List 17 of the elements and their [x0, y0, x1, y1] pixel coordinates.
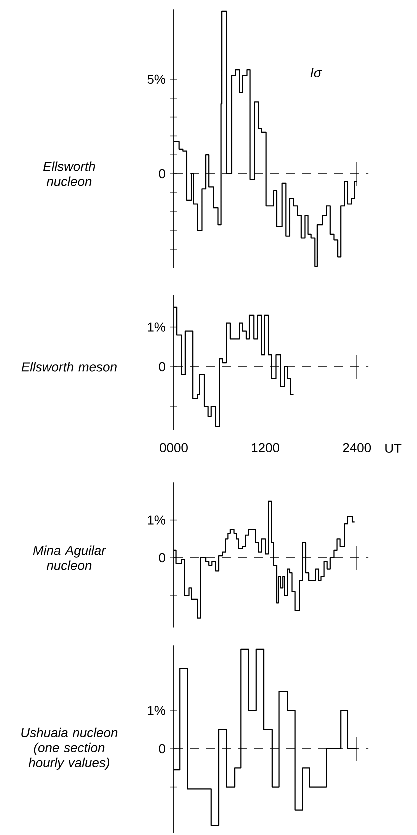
y-axis-title: Ellsworth nucleon	[44, 162, 96, 186]
y-tick-label: 1%	[148, 706, 166, 716]
y-tick-label: 5%	[148, 74, 166, 84]
x-axis-title: UT	[386, 444, 402, 454]
x-tick-label: 1200	[252, 443, 280, 453]
y-axis-title: Ellsworth meson	[22, 362, 117, 372]
y-tick-label: 1%	[148, 322, 166, 332]
y-tick-label: 0	[159, 169, 166, 179]
y-tick-label: 0	[159, 362, 166, 372]
y-tick-label: 1%	[148, 516, 166, 525]
y-tick-label: 0	[159, 553, 166, 563]
y-axis-title: Mina Aguilar nucleon	[33, 546, 106, 570]
annotation: Iσ	[310, 68, 322, 78]
y-tick-label: 0	[159, 744, 166, 754]
y-axis-title: Ushuaia nucleon (one section hourly values)	[22, 728, 118, 770]
x-tick-label: 2400	[343, 443, 372, 453]
x-tick-label: 0000	[160, 443, 188, 453]
